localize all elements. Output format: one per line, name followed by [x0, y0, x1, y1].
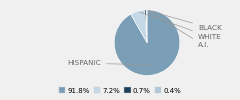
Text: BLACK: BLACK	[148, 11, 222, 31]
Wedge shape	[146, 10, 147, 43]
Wedge shape	[114, 10, 180, 75]
Wedge shape	[145, 10, 147, 43]
Wedge shape	[131, 10, 147, 43]
Legend: 91.8%, 7.2%, 0.7%, 0.4%: 91.8%, 7.2%, 0.7%, 0.4%	[56, 85, 184, 96]
Text: HISPANIC: HISPANIC	[67, 60, 150, 66]
Text: WHITE: WHITE	[140, 12, 222, 40]
Text: A.I.: A.I.	[149, 11, 209, 48]
